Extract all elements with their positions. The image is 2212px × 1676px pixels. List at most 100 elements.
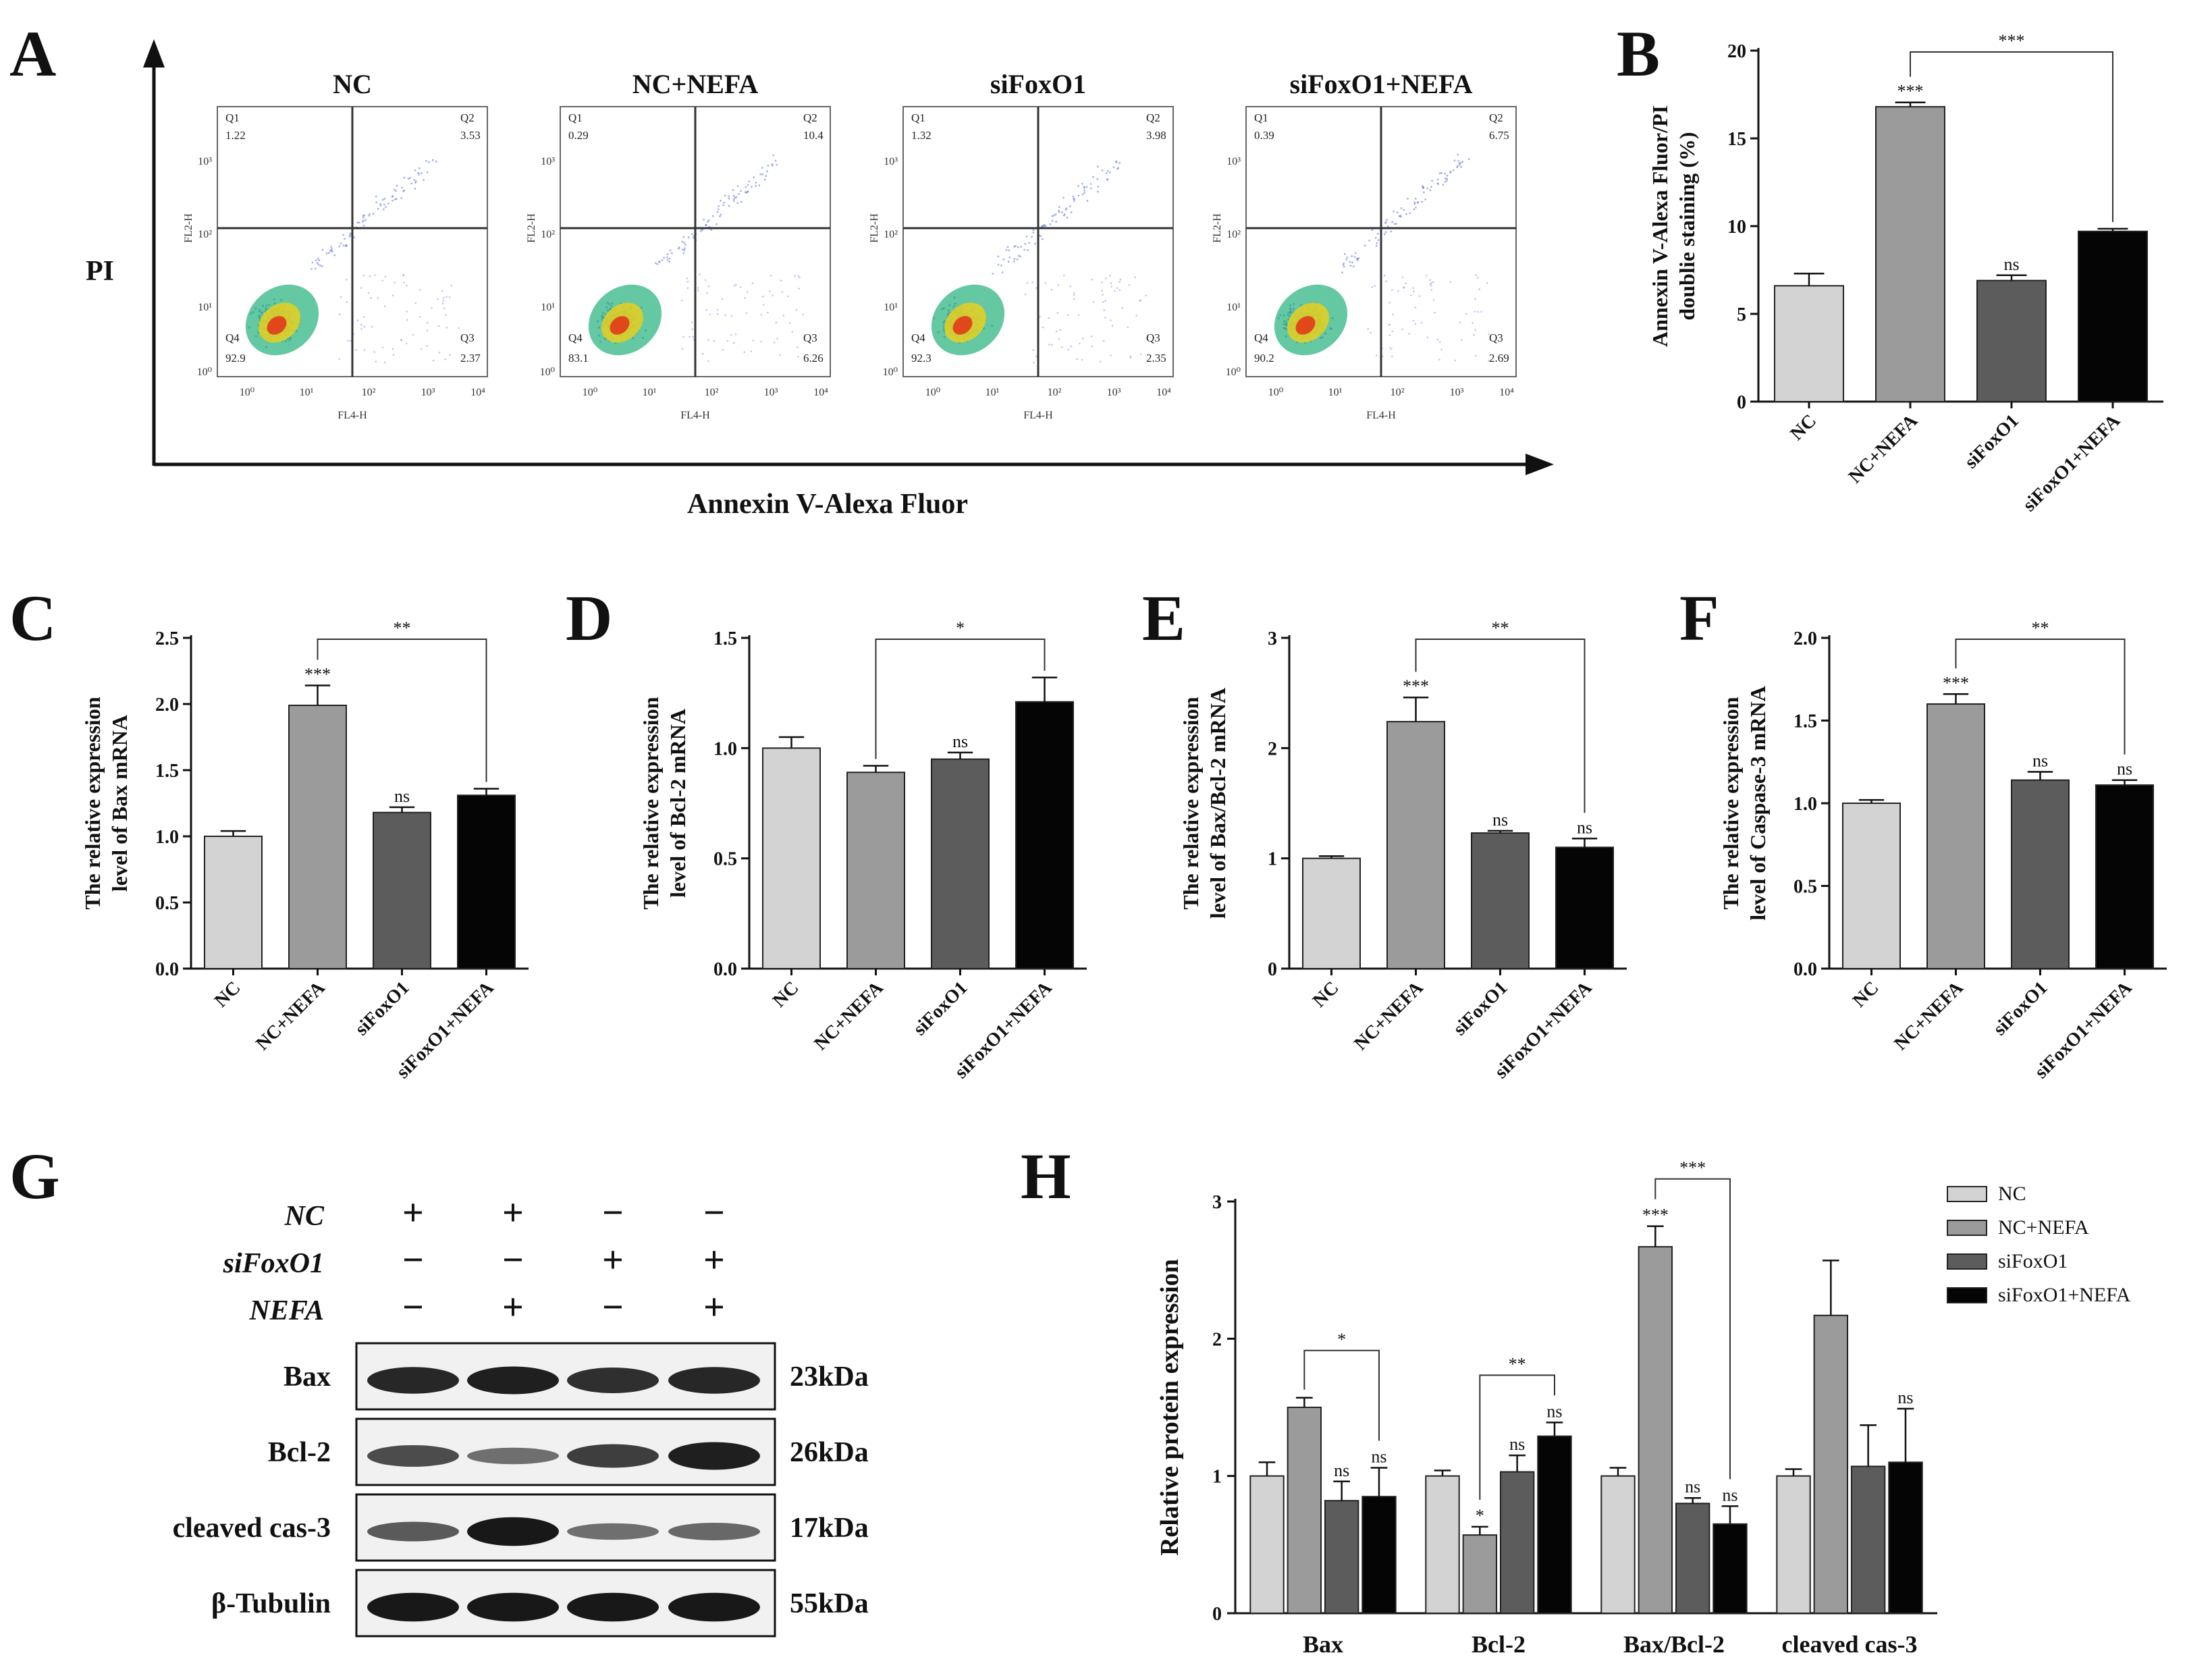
- flow-dot: [1110, 286, 1112, 288]
- bar-nc: [1302, 857, 1361, 969]
- flow-q4-label: Q4: [911, 331, 925, 344]
- significance-label: *: [1476, 1506, 1484, 1525]
- flow-dot: [723, 201, 726, 204]
- flow-dot: [1397, 290, 1399, 292]
- flow-dot: [444, 358, 447, 360]
- flow-dot: [732, 189, 734, 192]
- x-tick-label: cleaved cas-3: [1782, 1631, 1918, 1658]
- flow-dot: [1139, 300, 1141, 302]
- flow-dot: [774, 159, 777, 162]
- flow-dot: [458, 327, 460, 329]
- y-axis-label: level of Bax mRNA: [107, 715, 132, 892]
- band-kda: 26kDa: [790, 1437, 869, 1468]
- flow-plot-1: NC Q1 1.22 Q2 3.53 Q3 2.37 Q4 92.9 10⁰ 10¹ 10² 10³ 10…: [183, 69, 488, 421]
- flow-dot: [1104, 300, 1107, 302]
- flow-dot: [701, 352, 704, 355]
- flow-dot: [1099, 360, 1102, 362]
- flow-dot: [1414, 323, 1417, 325]
- band-label: Bax: [284, 1361, 331, 1393]
- flow-q4-value: 92.9: [225, 352, 246, 364]
- flow-dot: [1356, 259, 1359, 262]
- flow-dot: [403, 189, 406, 192]
- flow-dot: [1401, 276, 1404, 279]
- flow-dot: [1395, 223, 1397, 225]
- blot-band: [668, 1592, 760, 1622]
- treatment-sign: −: [502, 1239, 524, 1281]
- flow-y-axis-title: FL2-H: [869, 213, 880, 243]
- flow-dot: [363, 316, 365, 318]
- flow-plot-title: NC+NEFA: [632, 69, 759, 99]
- flow-dot: [1112, 166, 1115, 169]
- flow-dot: [1005, 249, 1008, 251]
- flow-dot: [363, 349, 366, 351]
- flow-dot: [367, 292, 370, 294]
- flow-dot: [1375, 354, 1378, 356]
- flow-dot: [692, 237, 695, 239]
- flow-density-red: [1295, 316, 1316, 335]
- significance-label: ns: [1334, 1461, 1349, 1480]
- y-axis-label: Annexin V-Alexa Fluor/PI: [1648, 105, 1672, 347]
- flow-q3-label: Q3: [1489, 331, 1503, 344]
- flow-dot: [1457, 165, 1459, 167]
- flow-x-tick: 10³: [1450, 387, 1464, 398]
- legend-swatch: [1947, 1220, 1987, 1236]
- flow-dot: [321, 248, 324, 251]
- flow-dot: [1079, 342, 1081, 345]
- flow-dot: [682, 248, 684, 250]
- flow-panel: PI Annexin V-Alexa Fluor NC Q1 1.22 Q2 3.53 Q…: [86, 39, 1554, 520]
- flow-dot: [383, 203, 385, 206]
- flow-dot: [395, 190, 397, 192]
- flow-dot: [414, 169, 416, 171]
- flow-dot: [384, 361, 386, 364]
- flow-dot: [746, 291, 749, 293]
- flow-dot: [342, 244, 345, 246]
- flow-dot: [1343, 263, 1345, 265]
- comparison-bracket: [1415, 639, 1586, 813]
- flow-dot: [1449, 170, 1452, 173]
- flow-dot: [383, 197, 386, 200]
- flow-dot: [791, 331, 794, 333]
- chart-h: 0 1 2 3 Relative protein expression ns ns Bax * n…: [1156, 1158, 2131, 1658]
- flow-dot: [361, 220, 364, 223]
- flow-dot: [1474, 298, 1477, 300]
- flow-dot: [311, 261, 314, 264]
- significance-label: ns: [1897, 1388, 1913, 1407]
- flow-dot: [744, 297, 746, 299]
- bar-nc-nefa: [1386, 721, 1445, 969]
- flow-dot: [426, 171, 429, 173]
- blot-band: [467, 1517, 559, 1546]
- flow-dot: [1376, 232, 1379, 235]
- flow-dot: [1064, 209, 1067, 211]
- flow-dot: [1345, 259, 1347, 261]
- flow-dot: [751, 282, 754, 284]
- flow-dot: [1070, 345, 1072, 348]
- bar-nc-nefa: [846, 772, 905, 970]
- flow-dot: [1403, 287, 1405, 289]
- flow-dot: [372, 213, 375, 215]
- flow-dot: [363, 325, 366, 328]
- flow-dot: [423, 179, 425, 182]
- flow-dot: [1446, 178, 1449, 180]
- flow-dot: [762, 304, 765, 306]
- flow-dot: [1096, 165, 1099, 168]
- flow-dot: [1474, 310, 1476, 313]
- band-kda: 17kDa: [790, 1513, 869, 1544]
- flow-x-tick: 10³: [764, 387, 778, 398]
- flow-dot: [342, 234, 344, 236]
- flow-dot: [656, 263, 659, 265]
- flow-dot: [344, 238, 346, 240]
- flow-dot: [1115, 161, 1118, 164]
- y-axis-label: The relative expression: [639, 697, 663, 909]
- y-tick-label: 0.5: [1793, 877, 1817, 898]
- flow-x-tick: 10¹: [1328, 387, 1343, 398]
- flow-dot: [1101, 169, 1104, 171]
- treatment-sign: +: [502, 1287, 524, 1328]
- flow-dot: [1042, 326, 1044, 329]
- x-tick-label: NC+NEFA: [252, 977, 329, 1054]
- flow-dot: [1055, 221, 1057, 223]
- flow-dot: [1058, 209, 1060, 212]
- flow-dot: [1085, 186, 1088, 188]
- flow-x-axis-title: FL4-H: [1023, 410, 1053, 421]
- flow-dot: [1405, 282, 1407, 285]
- flow-dot: [1374, 285, 1376, 287]
